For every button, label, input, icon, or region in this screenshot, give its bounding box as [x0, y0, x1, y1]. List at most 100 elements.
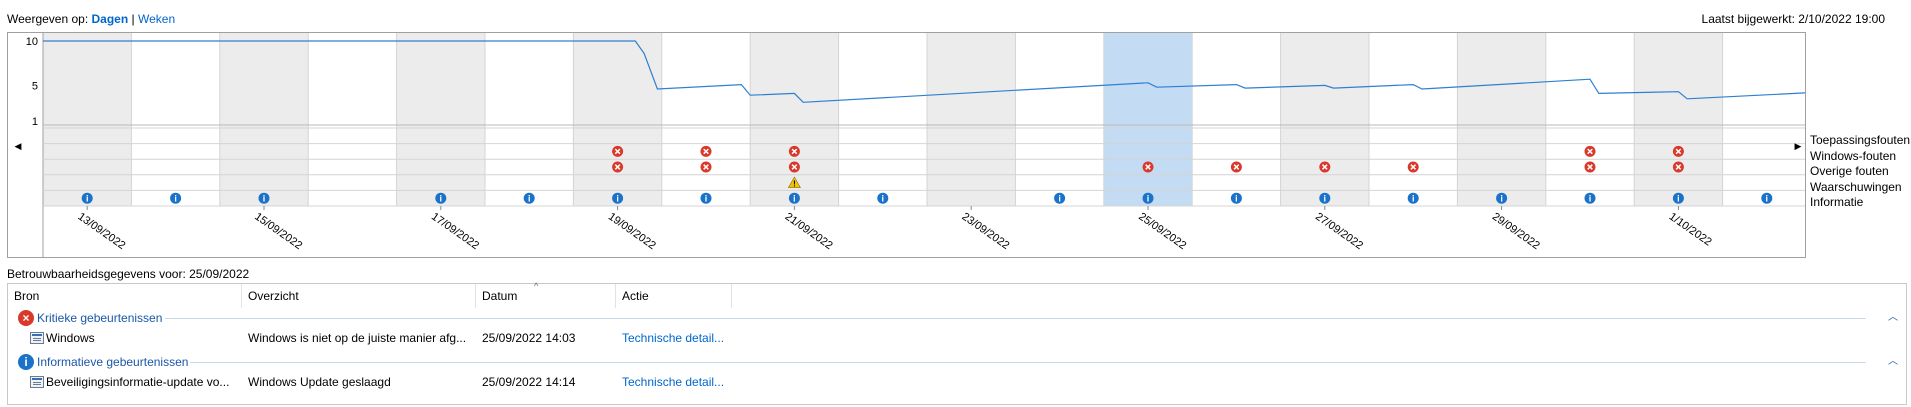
- info-icon[interactable]: i: [523, 192, 535, 204]
- x-tick-label: 1/10/2022: [1667, 211, 1714, 249]
- info-icon[interactable]: i: [788, 192, 800, 204]
- warning-icon[interactable]: !: [787, 176, 801, 189]
- error-icon[interactable]: [788, 145, 800, 157]
- error-icon: ×: [18, 310, 34, 326]
- day-column[interactable]: [927, 33, 1016, 206]
- svg-text:i: i: [882, 194, 885, 204]
- x-tick-label: 17/09/2022: [429, 211, 481, 252]
- info-icon[interactable]: i: [1672, 192, 1684, 204]
- svg-text:i: i: [1235, 194, 1238, 204]
- error-icon[interactable]: [700, 161, 712, 173]
- day-column[interactable]: [1280, 33, 1369, 206]
- svg-text:i: i: [1677, 194, 1680, 204]
- column-header-action[interactable]: Actie: [616, 284, 732, 308]
- info-icon[interactable]: i: [1230, 192, 1242, 204]
- info-icon[interactable]: i: [1319, 192, 1331, 204]
- last-updated-text: Laatst bijgewerkt: 2/10/2022 19:00: [1701, 12, 1885, 26]
- group-critical-events[interactable]: × Kritieke gebeurtenissen ︿: [8, 308, 1906, 328]
- x-tick-label: 21/09/2022: [783, 211, 835, 252]
- error-icon[interactable]: [612, 161, 624, 173]
- column-header-summary[interactable]: Overzicht: [242, 284, 476, 308]
- day-column[interactable]: [396, 33, 485, 206]
- scroll-left-arrow-icon[interactable]: ◀: [14, 141, 22, 151]
- error-icon[interactable]: [788, 161, 800, 173]
- info-icon[interactable]: i: [1761, 192, 1773, 204]
- svg-text:i: i: [174, 194, 177, 204]
- svg-text:i: i: [1324, 194, 1327, 204]
- row-source: Windows: [46, 331, 95, 345]
- error-icon[interactable]: [1407, 161, 1419, 173]
- x-tick-label: 29/09/2022: [1490, 211, 1542, 252]
- reliability-chart-svg[interactable]: 10 5 1! i i i i i i i i i i i i i i i i i i 13/09/2022 15/09/2…: [8, 33, 1805, 257]
- row-summary: Windows Update geslaagd: [248, 375, 391, 389]
- svg-text:i: i: [1058, 194, 1061, 204]
- info-icon[interactable]: i: [170, 192, 182, 204]
- info-icon[interactable]: i: [700, 192, 712, 204]
- column-header-date[interactable]: Datum: [476, 284, 616, 308]
- table-row[interactable]: Windows Windows is niet op de juiste man…: [8, 328, 1906, 348]
- application-icon: [30, 332, 44, 344]
- y-tick-label: 10: [26, 36, 38, 48]
- y-tick-label: 1: [32, 116, 38, 128]
- y-tick-label: 5: [32, 80, 38, 92]
- view-separator: |: [131, 12, 135, 26]
- info-icon[interactable]: i: [612, 192, 624, 204]
- group-informative-events[interactable]: i Informatieve gebeurtenissen ︿: [8, 352, 1906, 372]
- view-weeks-link[interactable]: Weken: [138, 12, 176, 26]
- technical-details-link[interactable]: Technische detail...: [622, 331, 725, 345]
- day-column[interactable]: [1457, 33, 1546, 206]
- info-icon[interactable]: i: [435, 192, 447, 204]
- table-row[interactable]: Beveiligingsinformatie-update vo... Wind…: [8, 372, 1906, 392]
- x-tick-label: 13/09/2022: [75, 211, 127, 252]
- event-row-labels: Toepassingsfouten Windows-fouten Overige…: [1810, 133, 1910, 211]
- error-icon[interactable]: [1672, 145, 1684, 157]
- group-label-informative: Informatieve gebeurtenissen: [37, 355, 189, 369]
- row-source: Beveiligingsinformatie-update vo...: [46, 375, 230, 389]
- view-days-link[interactable]: Dagen: [91, 12, 129, 26]
- error-icon[interactable]: [1319, 161, 1331, 173]
- svg-text:i: i: [86, 194, 89, 204]
- error-icon[interactable]: [1142, 161, 1154, 173]
- row-label-windows-errors: Windows-fouten: [1810, 148, 1897, 163]
- svg-text:i: i: [528, 194, 531, 204]
- column-header-source[interactable]: Bron: [8, 284, 242, 308]
- info-icon[interactable]: i: [1407, 192, 1419, 204]
- error-icon[interactable]: [1584, 145, 1596, 157]
- error-icon[interactable]: [1672, 161, 1684, 173]
- row-label-information: Informatie: [1810, 195, 1864, 210]
- row-label-warnings: Waarschuwingen: [1810, 179, 1902, 194]
- collapse-chevron-icon[interactable]: ︿: [1888, 312, 1898, 323]
- details-title: Betrouwbaarheidsgegevens voor: 25/09/202…: [7, 267, 250, 281]
- application-icon: [30, 376, 44, 388]
- error-icon[interactable]: [612, 145, 624, 157]
- stability-index-line: [43, 40, 1805, 103]
- x-tick-label: 23/09/2022: [959, 211, 1011, 252]
- error-icon[interactable]: [1584, 161, 1596, 173]
- info-icon[interactable]: i: [1054, 192, 1066, 204]
- day-column[interactable]: [219, 33, 309, 206]
- error-icon[interactable]: [1230, 161, 1242, 173]
- scroll-right-arrow-icon[interactable]: ▶: [1794, 141, 1802, 151]
- day-column[interactable]: [43, 33, 132, 206]
- info-icon[interactable]: i: [1496, 192, 1508, 204]
- reliability-chart[interactable]: 10 5 1! i i i i i i i i i i i i i i i i i i 13/09/2022 15/09/2…: [7, 32, 1806, 258]
- info-icon[interactable]: i: [81, 192, 93, 204]
- technical-details-link[interactable]: Technische detail...: [622, 375, 725, 389]
- info-icon: i: [18, 354, 34, 370]
- row-date: 25/09/2022 14:14: [482, 375, 576, 389]
- x-tick-label: 15/09/2022: [252, 211, 304, 252]
- info-icon[interactable]: i: [1142, 192, 1154, 204]
- day-column[interactable]: [1634, 33, 1723, 206]
- svg-text:i: i: [1147, 194, 1150, 204]
- day-column[interactable]: [573, 33, 662, 206]
- day-column[interactable]: [1103, 33, 1193, 206]
- row-label-other-errors: Overige fouten: [1810, 164, 1889, 179]
- error-icon[interactable]: [700, 145, 712, 157]
- events-table: Bron Overzicht Datum ^ Actie × Kritieke …: [7, 281, 1907, 405]
- collapse-chevron-icon[interactable]: ︿: [1888, 356, 1898, 367]
- info-icon[interactable]: i: [1584, 192, 1596, 204]
- svg-text:i: i: [1766, 194, 1769, 204]
- info-icon[interactable]: i: [877, 192, 889, 204]
- info-icon[interactable]: i: [258, 192, 270, 204]
- row-summary: Windows is niet op de juiste manier afg.…: [248, 331, 467, 345]
